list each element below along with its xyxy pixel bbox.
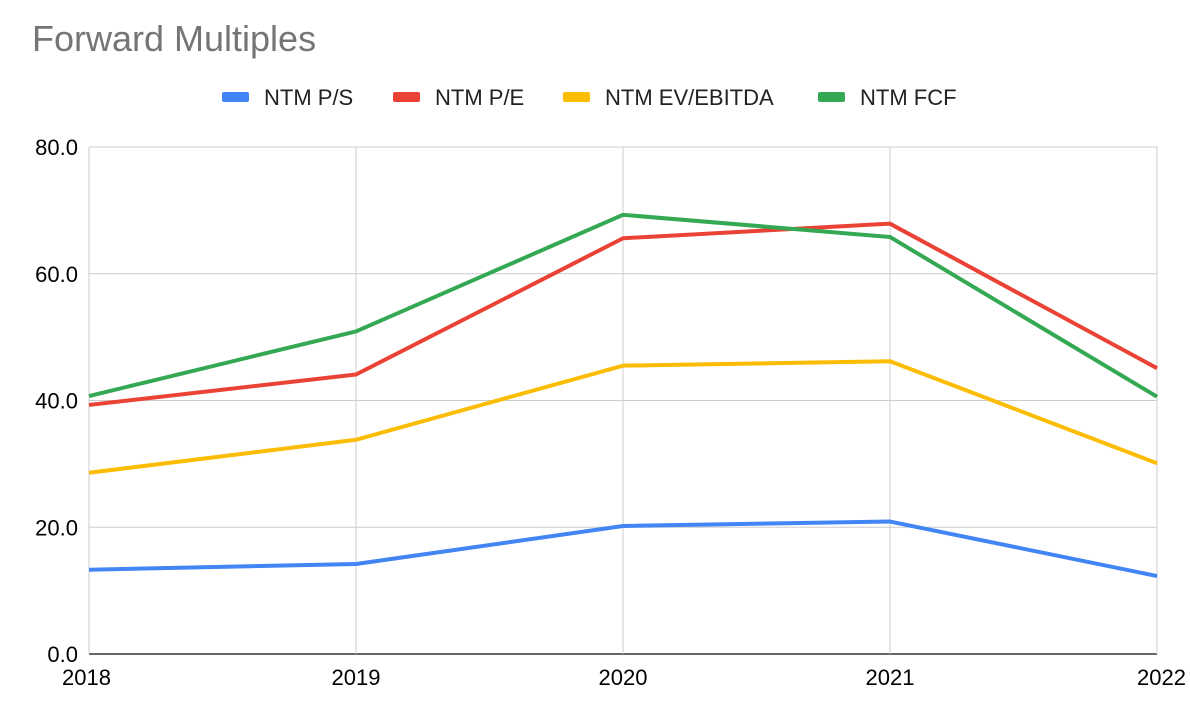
y-tick-label: 60.0 [35, 262, 78, 287]
x-tick-label: 2022 [1137, 665, 1186, 690]
series-line [88, 519, 1158, 579]
legend-label: NTM P/E [435, 85, 524, 110]
chart-title: Forward Multiples [32, 18, 317, 59]
y-axis-ticks: 0.0 20.0 40.0 60.0 80.0 [35, 135, 78, 667]
y-tick-label: 40.0 [35, 389, 78, 414]
series-line [88, 212, 1159, 399]
y-tick-label: 80.0 [35, 135, 78, 160]
x-tick-label: 2021 [866, 665, 915, 690]
legend: NTM P/S NTM P/E NTM EV/EBITDA NTM FCF [222, 85, 957, 110]
series-lines [88, 212, 1159, 579]
x-tick-label: 2018 [62, 665, 111, 690]
legend-label: NTM P/S [264, 85, 353, 110]
legend-swatch [222, 92, 249, 102]
legend-swatch [393, 92, 420, 102]
legend-swatch [818, 92, 845, 102]
series-line [88, 359, 1158, 475]
series-line [88, 221, 1158, 407]
legend-swatch [563, 92, 590, 102]
y-tick-label: 0.0 [47, 642, 78, 667]
legend-label: NTM FCF [860, 85, 957, 110]
y-tick-label: 20.0 [35, 515, 78, 540]
legend-label: NTM EV/EBITDA [605, 85, 774, 110]
x-tick-label: 2020 [599, 665, 648, 690]
x-tick-label: 2019 [332, 665, 381, 690]
x-axis-ticks: 2018 2019 2020 2021 2022 [62, 665, 1186, 690]
